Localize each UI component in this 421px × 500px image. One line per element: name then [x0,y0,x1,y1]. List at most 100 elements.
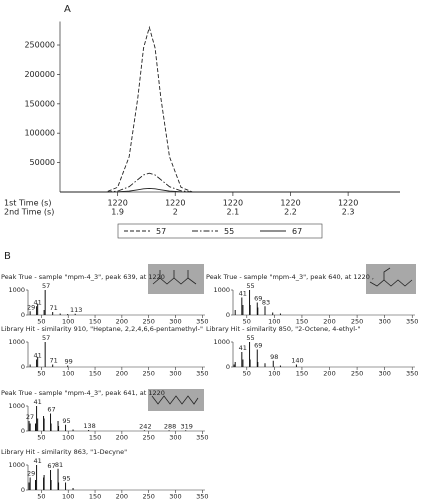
x-tick-label: 100 [268,318,280,326]
x-tick-label: 2.2 [284,208,297,217]
y-tick-label: 1000 [8,338,25,346]
x-tick-label: 300 [169,370,181,378]
peak-label: 57 [42,334,50,342]
x-tick-label: 300 [378,370,390,378]
panel-label: B [4,251,11,262]
peak-label: 29 [27,303,35,311]
y-tick-label: 1000 [8,402,25,410]
x-tick-label: 100 [62,370,74,378]
x-tick-label: 350 [196,318,208,326]
y-tick-label: 150000 [24,99,55,108]
peak-label: 41 [239,344,247,352]
x-tick-label: 150 [89,434,101,442]
spectrum-caption: Library Hit - similarity 850, "2-Octene,… [206,325,360,333]
x-tick-label: 50 [37,370,45,378]
x-tick-label: 150 [89,318,101,326]
x-tick-label: 200 [116,493,128,500]
peak-label: 319 [180,422,192,430]
molecule-icon [148,264,204,294]
panel-b: B Peak True - sample "mpm-4_3", peak 639,… [1,251,418,500]
peak-label: 113 [70,306,82,314]
peak-label: 41 [33,352,41,360]
molecule-icon [148,389,204,411]
peak-label: 98 [270,353,278,361]
x-tick-label: 250 [351,318,363,326]
y-tick-label: 1000 [213,286,230,294]
x-tick-label: 2 [173,208,178,217]
peak-label: 29 [27,470,35,478]
spectrum-caption: Peak True - sample "mpm-4_3", peak 641, … [1,389,165,397]
peak-label: 288 [164,422,176,430]
series-line [60,188,400,193]
x-axis-label: 1st Time (s) [4,199,51,208]
x-tick-label: 1.9 [111,208,124,217]
x-tick-label: 200 [116,370,128,378]
spectrum-caption: Library Hit - similarity 910, "Heptane, … [1,325,203,333]
x-tick-label: 100 [62,318,74,326]
spectrum-caption: Peak True - sample "mpm-4_3", peak 640, … [206,273,374,281]
peak-label: 138 [83,422,95,430]
peak-label: 95 [62,417,70,425]
y-tick-label: 200000 [24,70,55,79]
peak-label: 41 [33,298,41,306]
spectrum-caption: Peak True - sample "mpm-4_3", peak 639, … [1,273,165,281]
y-tick-label: 100000 [24,129,55,138]
peak-label: 67 [47,406,55,414]
y-tick-label: 1000 [8,461,25,469]
legend-label: 57 [156,227,166,236]
x-tick-label: 100 [62,493,74,500]
x-tick-label: 200 [116,434,128,442]
peak-label: 95 [62,475,70,483]
spectrum-caption: Library Hit - similarity 863, "1-Decyne" [1,448,127,456]
peak-label: 83 [262,298,270,306]
panel-a: A 50000 100000 150000 200000 250000 1st Time (… [4,4,400,239]
x-tick-label-1st: 1220 [338,199,358,208]
peak-label: 67 [47,462,55,470]
x-tick-label: 350 [406,370,418,378]
x-tick-label: 150 [89,493,101,500]
peak-label: 57 [42,282,50,290]
y-tick-label: 1000 [8,286,25,294]
x-tick-label: 200 [323,318,335,326]
y-tick-label: 0 [21,311,25,319]
molecule-icon [366,264,416,294]
x-tick-label: 50 [37,493,45,500]
x-tick-label: 300 [169,493,181,500]
x-tick-label: 300 [378,318,390,326]
x-tick-label-1st: 1220 [280,199,300,208]
x-tick-label: 100 [62,434,74,442]
x-tick-label: 150 [296,370,308,378]
legend-label: 55 [224,227,234,236]
x-tick-label: 350 [406,318,418,326]
x-tick-label-1st: 1220 [223,199,243,208]
x-tick-label: 250 [142,493,154,500]
y-tick-label: 0 [21,486,25,494]
y-tick-label: 50000 [30,158,55,167]
x-axis-label: 2nd Time (s) [4,208,54,217]
peak-label: 41 [33,398,41,406]
peak-label: 41 [239,290,247,298]
x-tick-label: 250 [351,370,363,378]
peak-label: 242 [139,422,151,430]
peak-label: 81 [55,461,63,469]
x-tick-label: 2.1 [227,208,240,217]
peak-label: 69 [254,342,262,350]
panel-label: A [64,4,71,15]
peak-label: 99 [65,358,73,366]
peak-label: 27 [26,413,34,421]
x-tick-label: 2.3 [342,208,355,217]
series-line [60,25,400,193]
x-tick-label: 50 [243,318,251,326]
x-tick-label: 50 [37,434,45,442]
x-tick-label: 200 [116,318,128,326]
y-tick-label: 0 [226,363,230,371]
x-tick-label-1st: 1220 [107,199,127,208]
peak-label: 140 [291,357,303,365]
legend-box [117,223,323,239]
x-tick-label: 150 [89,370,101,378]
x-tick-label: 350 [196,434,208,442]
x-tick-label: 150 [296,318,308,326]
x-tick-label: 50 [37,318,45,326]
peak-label: 69 [254,295,262,303]
